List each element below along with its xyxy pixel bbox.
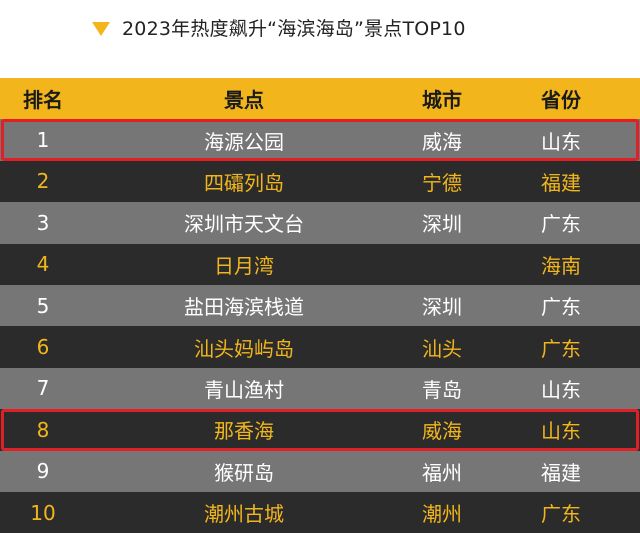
row-city: 福州 — [422, 460, 462, 485]
row-name: 深圳市天文台 — [184, 212, 304, 237]
row-rank: 5 — [36, 293, 50, 318]
table-row: 4 日月湾 海南 — [0, 243, 640, 285]
header-province: 省份 — [541, 88, 581, 113]
row-province: 山东 — [541, 377, 581, 402]
table-row: 8 那香海 威海 山东 — [0, 409, 640, 451]
table-row: 10 潮州古城 潮州 广东 — [0, 492, 640, 533]
triangle-down-icon — [92, 22, 110, 36]
row-name: 潮州古城 — [204, 502, 284, 527]
row-name: 盐田海滨栈道 — [184, 295, 304, 320]
header-rank: 排名 — [23, 88, 63, 113]
row-city: 宁德 — [422, 170, 462, 195]
table-row: 2 四礵列岛 宁德 福建 — [0, 160, 640, 203]
row-province: 山东 — [541, 419, 581, 444]
row-rank: 1 — [36, 128, 50, 153]
row-name: 青山渔村 — [204, 377, 284, 402]
row-name: 日月湾 — [214, 253, 274, 278]
row-rank: 7 — [36, 376, 50, 401]
table-row: 3 深圳市天文台 深圳 广东 — [0, 202, 640, 244]
row-name: 汕头妈屿岛 — [194, 336, 294, 361]
header-city: 城市 — [422, 88, 462, 113]
row-name: 猴研岛 — [214, 460, 274, 485]
row-city: 威海 — [422, 129, 462, 154]
row-province: 福建 — [541, 460, 581, 485]
table-row: 5 盐田海滨栈道 深圳 广东 — [0, 285, 640, 327]
row-rank: 10 — [30, 500, 56, 525]
row-province: 广东 — [541, 295, 581, 320]
row-rank: 3 — [36, 210, 50, 235]
ranking-table: 排名 景点 城市 省份 1 海源公园 威海 山东 2 四礵列岛 宁德 福建 3 … — [0, 78, 640, 533]
row-city: 深圳 — [422, 212, 462, 237]
row-rank: 2 — [36, 169, 50, 194]
header-name: 景点 — [224, 88, 264, 113]
page-title: 2023年热度飙升“海滨海岛”景点TOP10 — [122, 18, 466, 40]
row-rank: 9 — [36, 459, 50, 484]
title-row: 2023年热度飙升“海滨海岛”景点TOP10 — [0, 0, 640, 62]
row-name: 海源公园 — [204, 129, 284, 154]
row-province: 广东 — [541, 336, 581, 361]
row-province: 广东 — [541, 502, 581, 527]
row-rank: 6 — [36, 335, 50, 360]
row-city — [402, 244, 482, 285]
table-row: 1 海源公园 威海 山东 — [0, 119, 640, 161]
table-row: 7 青山渔村 青岛 山东 — [0, 367, 640, 410]
row-name: 那香海 — [214, 419, 274, 444]
row-province: 山东 — [541, 129, 581, 154]
table-row: 6 汕头妈屿岛 汕头 广东 — [0, 326, 640, 368]
table-row: 9 猴研岛 福州 福建 — [0, 450, 640, 492]
row-city: 威海 — [422, 419, 462, 444]
row-province: 福建 — [541, 170, 581, 195]
table-header: 排名 景点 城市 省份 — [0, 78, 640, 120]
row-city: 汕头 — [422, 336, 462, 361]
row-province: 广东 — [541, 212, 581, 237]
row-city: 深圳 — [422, 295, 462, 320]
row-name: 四礵列岛 — [204, 170, 284, 195]
row-rank: 4 — [36, 252, 50, 277]
row-city: 潮州 — [422, 502, 462, 527]
row-city: 青岛 — [422, 377, 462, 402]
row-rank: 8 — [36, 417, 50, 442]
row-province: 海南 — [541, 253, 581, 278]
